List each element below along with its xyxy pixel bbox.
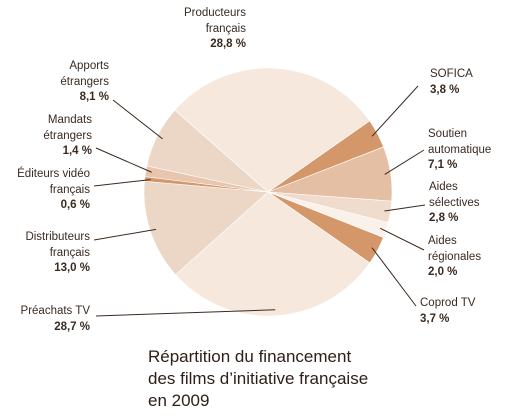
label-apports-etrangers: Apports étrangers 8,1 % (60, 60, 109, 103)
leader-line-aides-regionales (380, 227, 425, 251)
leader-line-apports-etrangers (112, 99, 163, 140)
pie-slice-distributeurs-francais (143, 180, 269, 276)
leader-line-aides-selectives (384, 204, 426, 212)
label-mandats-etrangers: Mandats étrangers 1,4 % (43, 114, 92, 157)
label-soutien-automatique: Soutien automatique 7,1 % (428, 128, 492, 171)
leader-line-sofica (371, 85, 419, 137)
label-sofica: SOFICA 3,8 % (430, 68, 473, 96)
label-editeurs-video-francais: Éditeurs vidéo français 0,6 % (17, 168, 90, 211)
pie-slice-preachats-tv (175, 191, 371, 317)
leader-line-coprod-tv (371, 247, 417, 307)
leader-line-soutien-automatique (384, 149, 425, 175)
pie-slice-producteurs-francais (174, 67, 370, 193)
leader-line-editeurs-video-francais (93, 179, 151, 187)
leader-line-distributeurs-francais (93, 228, 157, 241)
chart-title: Répartition du financement des films d’i… (148, 347, 369, 410)
label-aides-selectives: Aides sélectives 2,8 % (429, 181, 480, 224)
label-distributeurs-francais: Distributeurs français 13,0 % (25, 231, 90, 274)
leader-line-preachats-tv (95, 309, 276, 317)
label-coprod-tv: Coprod TV 3,7 % (420, 297, 476, 325)
label-preachats-tv: Préachats TV 28,7 % (20, 305, 90, 333)
label-producteurs-francais: Producteurs français 28,8 % (183, 7, 246, 50)
leader-line-mandats-etrangers (95, 147, 152, 173)
label-aides-regionales: Aides régionales 2,0 % (428, 235, 482, 278)
